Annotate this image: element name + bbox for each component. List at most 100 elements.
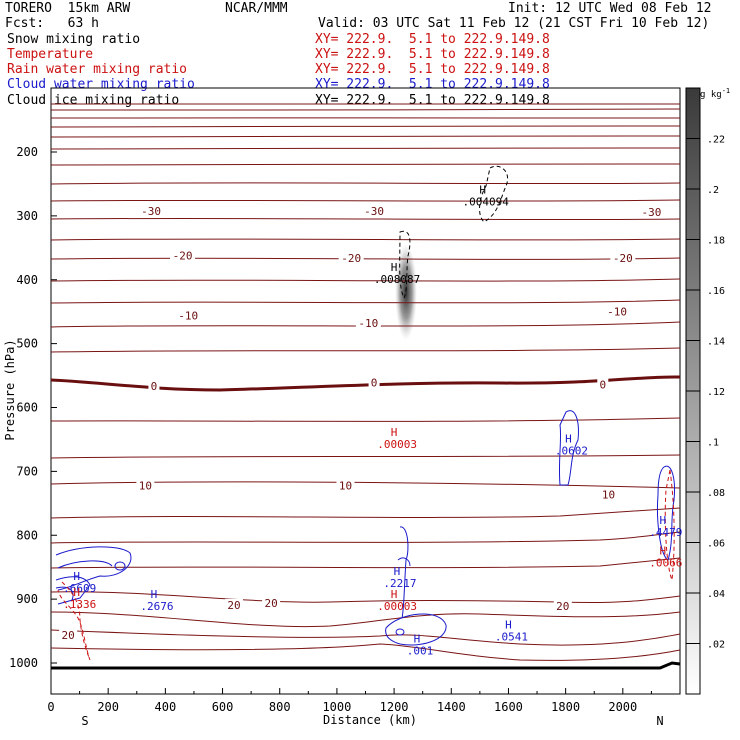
contour-label-bg <box>597 378 609 391</box>
y-tick-label: 1000 <box>9 656 38 670</box>
contour-label-bg <box>355 317 381 330</box>
max-marker: H <box>660 544 667 557</box>
temperature-contour-label: -10 <box>358 317 378 330</box>
y-tick-label: 800 <box>16 528 38 542</box>
contour-label-bg <box>599 488 618 501</box>
temperature-contour-label: 10 <box>339 479 352 492</box>
temperature-contour-label: -30 <box>641 206 661 219</box>
valid-time: Valid: 03 UTC Sat 11 Feb 12 (21 CST Fri … <box>318 16 710 31</box>
x-tick-label: 1400 <box>437 700 466 714</box>
colorbar-tick-label: .14 <box>707 337 725 348</box>
temperature-contour-label: 0 <box>151 380 158 393</box>
field-label-temperature: Temperature <box>7 47 94 62</box>
max-marker: H <box>73 570 80 583</box>
max-marker: H <box>391 588 398 601</box>
temperature-contour-label: -10 <box>607 306 627 319</box>
max-value: .4479 <box>649 526 682 539</box>
max-value: .2217 <box>383 577 416 590</box>
temperature-contour-label: -20 <box>341 252 361 265</box>
y-tick-label: 200 <box>16 145 38 159</box>
field-xy-rain: XY= 222.9. 5.1 to 222.9.149.8 <box>315 47 550 62</box>
snow-contours <box>399 165 508 300</box>
contour-label-bg <box>170 249 196 262</box>
init-time: Init: 12 UTC Wed 08 Feb 12 <box>508 1 712 16</box>
colorbar-tick-label: .16 <box>707 286 725 297</box>
y-tick-label: 300 <box>16 209 38 223</box>
y-tick-label: 600 <box>16 401 38 415</box>
colorbar-tick-label: .2 <box>707 185 719 196</box>
contour-label-bg <box>136 479 155 492</box>
max-value: .00003 <box>377 600 417 613</box>
field-label-rain: Rain water mixing ratio <box>7 62 188 77</box>
contour-label-bg <box>175 309 201 322</box>
north-label: N <box>656 714 663 728</box>
y-tick-label: 400 <box>16 273 38 287</box>
field-xy-temperature: XY= 222.9. 5.1 to 222.9.149.8 <box>315 32 550 47</box>
max-value: .00003 <box>377 438 417 451</box>
x-tick-label: 0 <box>47 700 54 714</box>
temperature-contour-label: 10 <box>139 479 152 492</box>
max-value: .0602 <box>555 445 588 458</box>
contour-label-bg <box>59 628 78 641</box>
rain-water-contours <box>57 469 675 661</box>
max-value: .1336 <box>63 598 96 611</box>
model-title: TORERO 15km ARW <box>5 1 131 16</box>
colorbar-tick-label: .18 <box>707 236 725 247</box>
max-marker: H <box>391 261 398 274</box>
max-value: .004094 <box>463 196 510 209</box>
field-label-snow: Snow mixing ratio <box>7 32 141 47</box>
temperature-contour-label: -30 <box>141 205 161 218</box>
center-title: NCAR/MMM <box>225 1 288 16</box>
max-value: .0541 <box>495 631 528 644</box>
x-tick-label: 800 <box>269 700 291 714</box>
x-tick-label: 1800 <box>551 700 580 714</box>
max-marker: H <box>479 184 486 197</box>
contour-label-bg <box>336 479 355 492</box>
cloud-water-contours <box>55 410 675 646</box>
forecast-hour: Fcst: 63 h <box>5 16 99 31</box>
y-tick-label: 900 <box>16 592 38 606</box>
colorbar-unit: g kg-1 <box>700 87 731 100</box>
x-tick-label: 2000 <box>608 700 637 714</box>
temperature-contour-label: 20 <box>62 629 75 642</box>
max-value: .6609 <box>63 582 96 595</box>
max-marker: H <box>391 426 398 439</box>
temperature-contour-label: 20 <box>227 599 240 612</box>
y-tick-label: 500 <box>16 337 38 351</box>
colorbar-tick-label: .06 <box>707 539 725 550</box>
x-tick-label: 1200 <box>380 700 409 714</box>
max-marker: H <box>505 619 512 632</box>
y-axis-title: Pressure (hPa) <box>3 339 17 440</box>
x-tick-label: 200 <box>97 700 119 714</box>
colorbar-tick-label: .02 <box>707 640 725 651</box>
snow-shading <box>395 244 417 340</box>
x-axis-title: Distance (km) <box>323 713 417 727</box>
x-tick-label: 1000 <box>322 700 351 714</box>
field-xy-rain-2: XY= 222.9. 5.1 to 222.9.149.8 <box>315 62 550 77</box>
max-marker: H <box>660 514 667 527</box>
x-tick-label: 1600 <box>494 700 523 714</box>
temperature-contour-label: -20 <box>613 252 633 265</box>
temperature-contour-label: 20 <box>556 600 569 613</box>
max-value: .2676 <box>140 600 173 613</box>
contour-label-bg <box>338 252 364 265</box>
contour-label-bg <box>604 305 630 318</box>
colorbar-tick-label: .12 <box>707 387 725 398</box>
colorbar-tick-label: .08 <box>707 488 725 499</box>
contour-label-bg <box>368 376 380 389</box>
zero-degree-contour <box>50 375 681 392</box>
contour-label-bg <box>361 204 387 217</box>
max-marker: H <box>394 565 401 578</box>
contour-label-bg <box>138 204 164 217</box>
contour-label-bg <box>224 598 243 611</box>
max-marker: H <box>414 633 421 646</box>
south-label: S <box>81 714 88 728</box>
max-value: .0066 <box>649 556 682 569</box>
temperature-contour-label: -10 <box>178 310 198 323</box>
contour-label-bg <box>553 600 572 613</box>
temperature-contour-label: 0 <box>599 379 606 392</box>
temperature-contour-label: -30 <box>364 205 384 218</box>
colorbar-tick-label: .04 <box>707 589 725 600</box>
temperature-contour-label: 0 <box>371 377 378 390</box>
max-marker: H <box>565 433 572 446</box>
